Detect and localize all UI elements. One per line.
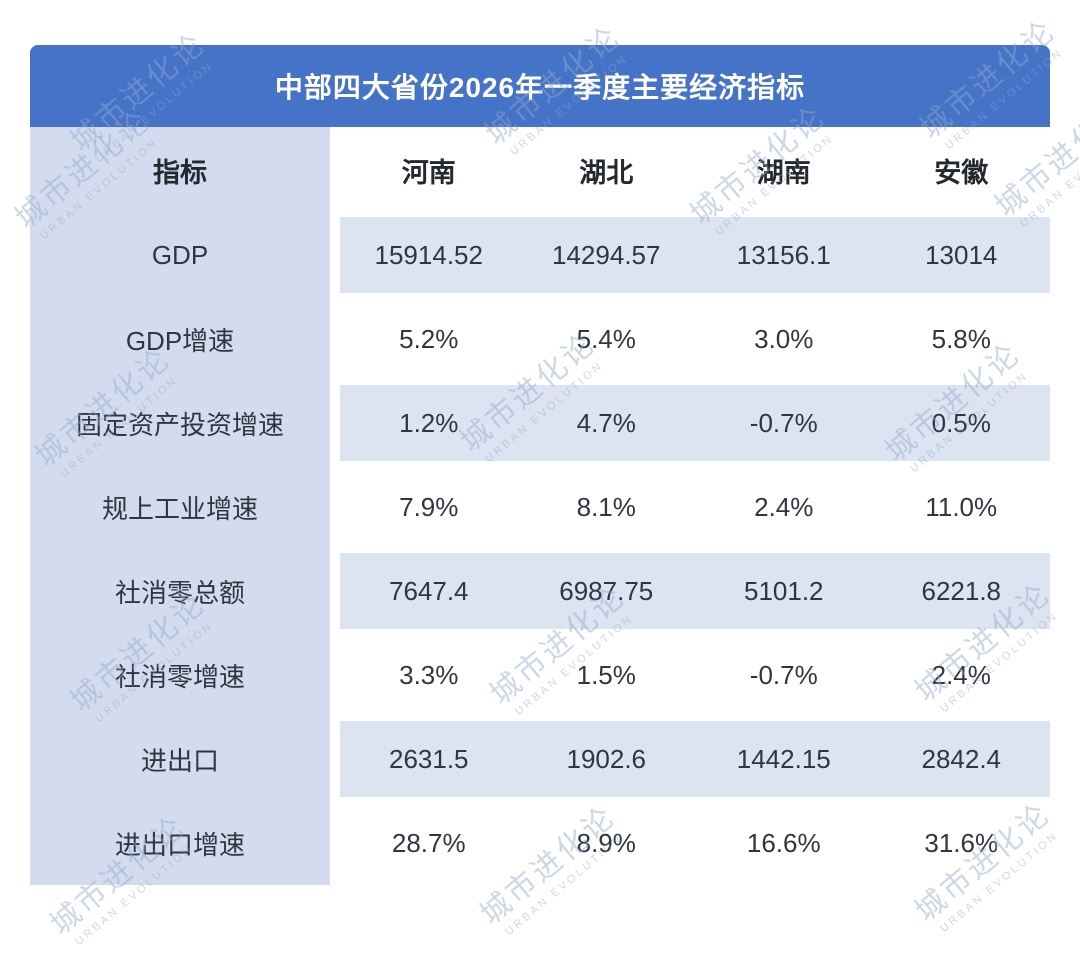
table-cell: 5.8% <box>931 323 991 354</box>
row-label-trade-total: 进出口 <box>140 745 219 776</box>
table-cell: 28.7% <box>391 827 466 858</box>
table-cell: 5.4% <box>576 323 636 354</box>
table-cell: 6987.75 <box>559 575 654 606</box>
table-cell: 2.4% <box>754 491 814 522</box>
table-cell: 15914.52 <box>374 239 483 270</box>
row-label-industry-growth: 规上工业增速 <box>101 493 258 524</box>
row-label-investment-growth: 固定资产投资增速 <box>75 409 284 440</box>
table-cell: 14294.57 <box>552 239 661 270</box>
col-header-henan: 河南 <box>401 157 456 188</box>
table-cell: 16.6% <box>746 827 821 858</box>
table-title-bar: 中部四大省份2026年一季度主要经济指标 <box>30 45 1050 127</box>
table-cell: -0.7% <box>749 659 818 690</box>
table-cell: 2631.5 <box>388 743 469 774</box>
row-label-gdp: GDP <box>151 239 209 270</box>
table-cell: 0.5% <box>931 407 991 438</box>
table-cell: 1442.15 <box>736 743 831 774</box>
table-cell: 7.9% <box>399 491 459 522</box>
row-label-retail-total: 社消零总额 <box>114 577 245 608</box>
data-columns: 河南 湖北 湖南 安徽 15914.52 14294.57 13156.1 13… <box>340 127 1050 885</box>
table-cell: 2.4% <box>931 659 991 690</box>
table-cell: 1.5% <box>576 659 636 690</box>
indicator-table: 中部四大省份2026年一季度主要经济指标 指标 GDP GDP增速 固定资产投资… <box>30 45 1050 885</box>
table-cell: 1.2% <box>399 407 459 438</box>
page-title: 中部四大省份2026年一季度主要经济指标 <box>274 72 806 103</box>
table-cell: 8.9% <box>576 827 636 858</box>
table-cell: 4.7% <box>576 407 636 438</box>
col-header-hunan: 湖南 <box>756 157 811 188</box>
row-label-retail-growth: 社消零增速 <box>114 661 245 692</box>
table-row-retail-growth: 3.3% 1.5% -0.7% 2.4% <box>340 633 1050 717</box>
table-row-gdp: 15914.52 14294.57 13156.1 13014 <box>340 213 1050 297</box>
col-header-indicator: 指标 <box>153 157 207 188</box>
table-cell: 2842.4 <box>921 743 1002 774</box>
table-cell: 11.0% <box>925 491 998 522</box>
table-cell: 31.6% <box>924 827 999 858</box>
col-header-hubei: 湖北 <box>579 157 634 188</box>
row-label-gdp-growth: GDP增速 <box>125 325 235 356</box>
table-cell: 13014 <box>925 239 998 270</box>
table-cell: 5101.2 <box>743 575 824 606</box>
table-row-investment-growth: 1.2% 4.7% -0.7% 0.5% <box>340 381 1050 465</box>
table-body: 指标 GDP GDP增速 固定资产投资增速 规上工业增速 社消零总额 社消零增速… <box>30 127 1050 885</box>
col-header-anhui: 安徽 <box>934 157 989 188</box>
table-cell: 7647.4 <box>388 575 469 606</box>
table-cell: -0.7% <box>749 407 818 438</box>
table-cell: 3.3% <box>399 659 459 690</box>
table-cell: 5.2% <box>399 323 459 354</box>
table-row-gdp-growth: 5.2% 5.4% 3.0% 5.8% <box>340 297 1050 381</box>
table-row-trade-growth: 28.7% 8.9% 16.6% 31.6% <box>340 801 1050 885</box>
table-row-retail-total: 7647.4 6987.75 5101.2 6221.8 <box>340 549 1050 633</box>
table-cell: 1902.6 <box>566 743 647 774</box>
table-cell: 3.0% <box>754 323 814 354</box>
province-header-row: 河南 湖北 湖南 安徽 <box>340 127 1050 213</box>
table-cell: 6221.8 <box>921 575 1002 606</box>
table-row-trade-total: 2631.5 1902.6 1442.15 2842.4 <box>340 717 1050 801</box>
row-label-trade-growth: 进出口增速 <box>114 829 245 860</box>
table-cell: 8.1% <box>576 491 636 522</box>
indicator-label-column: 指标 GDP GDP增速 固定资产投资增速 规上工业增速 社消零总额 社消零增速… <box>30 127 330 885</box>
table-cell: 13156.1 <box>736 239 831 270</box>
table-row-industry-growth: 7.9% 8.1% 2.4% 11.0% <box>340 465 1050 549</box>
